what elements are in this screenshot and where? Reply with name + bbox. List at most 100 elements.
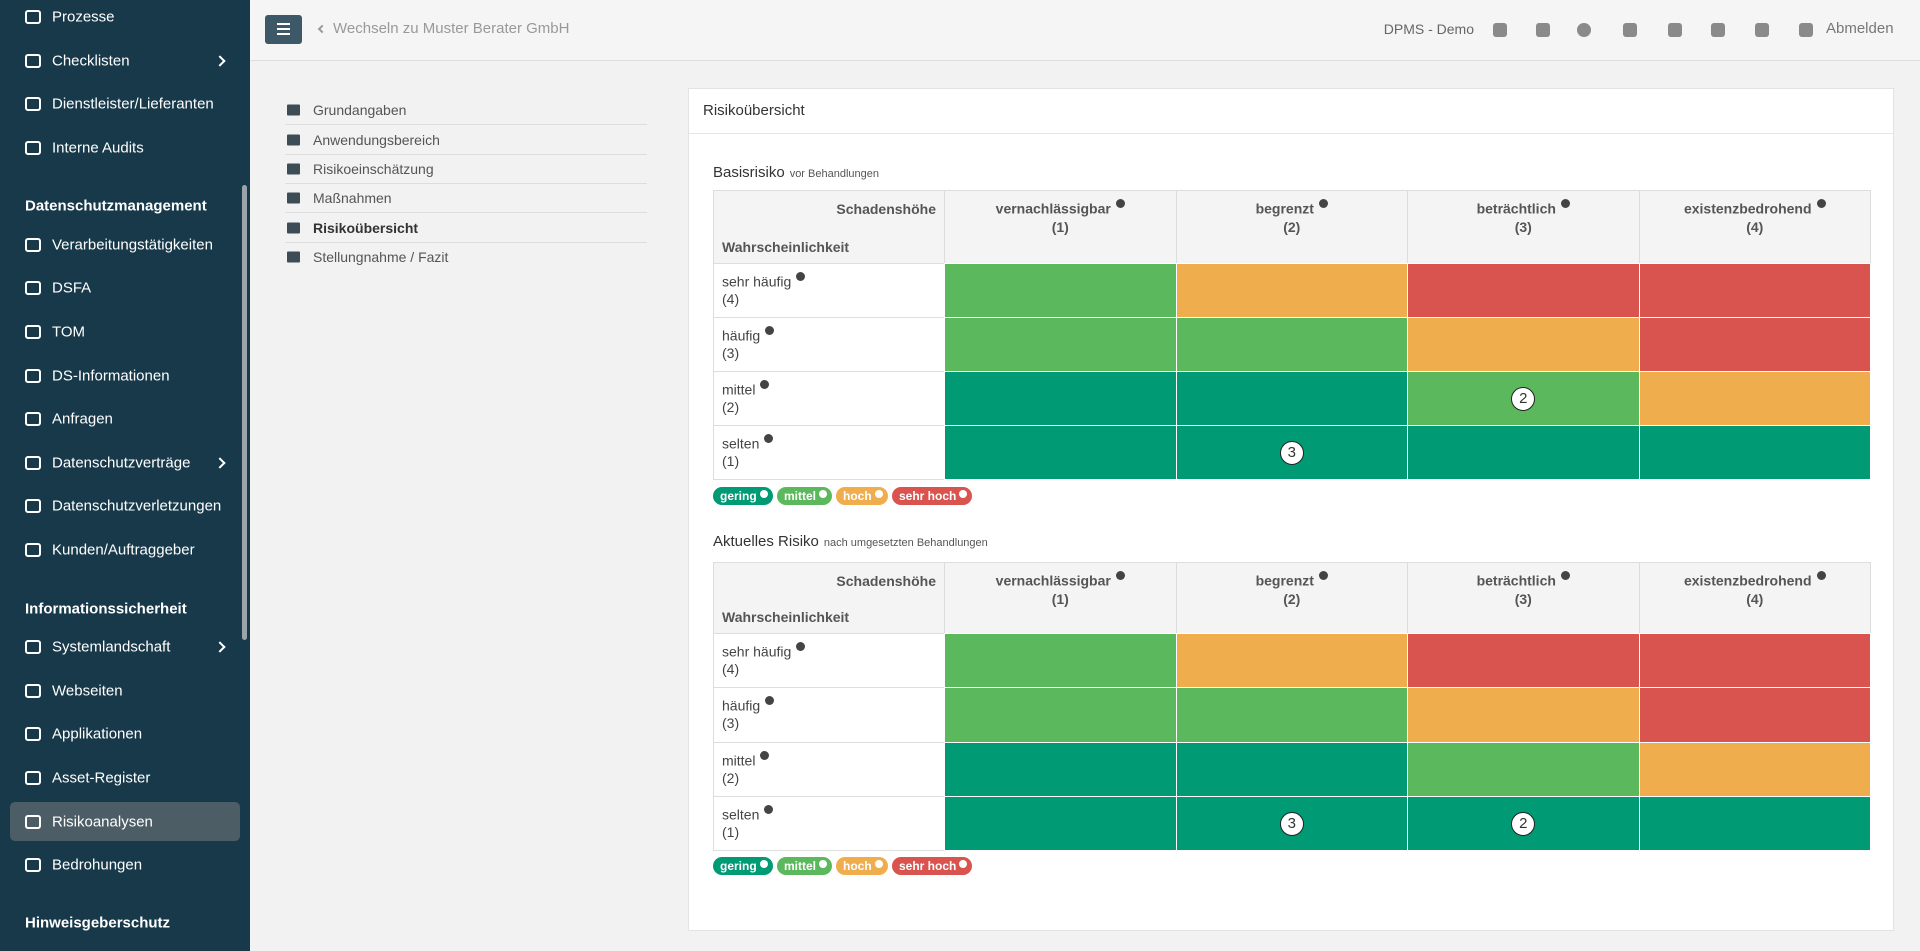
help-icon[interactable] <box>759 490 768 498</box>
risk-cell <box>1638 742 1871 797</box>
help-icon[interactable] <box>874 490 883 498</box>
help-icon[interactable] <box>1115 199 1125 208</box>
risk-count[interactable]: 3 <box>1279 811 1304 836</box>
impact-name-text: vernachlässigbar <box>995 572 1111 589</box>
likelihood-name: selten <box>722 805 774 823</box>
help-icon[interactable] <box>764 434 774 443</box>
help-icon[interactable] <box>760 380 770 389</box>
nav-item[interactable]: Anfragen <box>52 410 113 428</box>
impact-name: begrenzt <box>1177 199 1408 217</box>
toolbar-icon[interactable] <box>1493 23 1507 37</box>
nav-icon <box>25 815 41 829</box>
nav-item[interactable]: Kunden/Auftraggeber <box>52 541 195 559</box>
likelihood-name-text: selten <box>722 806 760 823</box>
legend-badge: mittel <box>777 857 833 875</box>
nav-icon <box>25 141 41 155</box>
help-icon[interactable] <box>759 860 768 868</box>
subnav-separator <box>285 212 647 213</box>
impact-name-text: vernachlässigbar <box>995 200 1111 217</box>
nav-section-title: Datenschutzmanagement <box>25 197 207 215</box>
nav-icon <box>25 543 41 557</box>
impact-name-text: beträchtlich <box>1476 200 1556 217</box>
help-icon[interactable] <box>760 751 770 760</box>
subnav-item[interactable]: Anwendungsbereich <box>313 132 440 148</box>
nav-item[interactable]: Systemlandschaft <box>52 638 171 656</box>
nav-item[interactable]: DSFA <box>52 279 92 297</box>
toolbar-icon[interactable] <box>1577 23 1591 37</box>
impact-label: Schadenshöhe <box>836 201 936 217</box>
nav-icon <box>25 640 41 654</box>
help-icon[interactable] <box>1318 199 1328 208</box>
likelihood-name-text: mittel <box>722 752 756 769</box>
impact-level: (2) <box>1283 591 1301 607</box>
toolbar-icon[interactable] <box>1536 23 1550 37</box>
impact-level: (2) <box>1283 219 1301 235</box>
help-icon[interactable] <box>1816 199 1826 208</box>
likelihood-level: (4) <box>722 661 740 677</box>
nav-icon <box>25 369 41 383</box>
nav-item[interactable]: Applikationen <box>52 725 143 743</box>
risk-count[interactable]: 3 <box>1279 440 1304 465</box>
legend-badge: hoch <box>836 487 888 505</box>
help-icon[interactable] <box>1560 571 1570 580</box>
help-icon[interactable] <box>1560 199 1570 208</box>
impact-header: existenzbedrohend (4) <box>1638 190 1871 264</box>
risk-cell: 2 <box>1407 796 1640 851</box>
nav-item[interactable]: Checklisten <box>52 52 130 70</box>
nav-icon <box>25 858 41 872</box>
nav-icon <box>25 97 41 111</box>
nav-item[interactable]: Datenschutzverletzungen <box>52 497 222 515</box>
nav-item[interactable]: Verarbeitungstätigkeiten <box>52 236 213 254</box>
nav-item[interactable]: Asset-Register <box>52 769 151 787</box>
risk-count[interactable]: 2 <box>1511 386 1536 411</box>
nav-item[interactable]: Bedrohungen <box>52 856 143 874</box>
toolbar-icon[interactable] <box>1623 23 1637 37</box>
subnav-item[interactable]: Grundangaben <box>313 102 407 118</box>
nav-item[interactable]: Risikoanalysen <box>52 813 153 831</box>
help-icon[interactable] <box>819 490 828 498</box>
nav-item[interactable]: Interne Audits <box>52 139 144 157</box>
help-icon[interactable] <box>874 860 883 868</box>
likelihood-name: häufig <box>722 326 775 344</box>
help-icon[interactable] <box>1115 571 1125 580</box>
toolbar-icon[interactable] <box>1711 23 1725 37</box>
risk-cell <box>1407 263 1640 318</box>
help-icon[interactable] <box>819 860 828 868</box>
help-icon[interactable] <box>765 696 775 705</box>
subnav-item[interactable]: Risikoübersicht <box>313 220 419 236</box>
likelihood-header: mittel (2) <box>713 742 945 797</box>
likelihood-label: Wahrscheinlichkeit <box>722 239 850 255</box>
help-icon[interactable] <box>1816 571 1826 580</box>
risk-cell <box>1175 742 1408 797</box>
help-icon[interactable] <box>1318 571 1328 580</box>
toolbar-icon[interactable] <box>1668 23 1682 37</box>
nav-item[interactable]: Dienstleister/Lieferanten <box>52 95 214 113</box>
subnav-item[interactable]: Risikoeinschätzung <box>313 161 434 177</box>
nav-item[interactable]: Datenschutzverträge <box>52 454 191 472</box>
help-icon[interactable] <box>959 490 968 498</box>
subnav-separator <box>285 124 647 125</box>
logout[interactable]: Abmelden <box>1826 20 1894 37</box>
impact-label: Schadenshöhe <box>836 573 936 589</box>
menu-bar <box>277 28 290 30</box>
help-icon[interactable] <box>764 805 774 814</box>
menu-button[interactable] <box>265 15 302 44</box>
help-icon[interactable] <box>796 642 806 651</box>
subnav-item[interactable]: Stellungnahme / Fazit <box>313 249 449 265</box>
nav-item[interactable]: Prozesse <box>52 8 115 26</box>
help-icon[interactable] <box>796 272 806 281</box>
toolbar-icon[interactable] <box>1755 23 1769 37</box>
toolbar-icon[interactable] <box>1799 23 1813 37</box>
help-icon[interactable] <box>959 860 968 868</box>
impact-level: (3) <box>1514 591 1532 607</box>
panel-title: Risikoübersicht <box>703 102 805 119</box>
subnav-item[interactable]: Maßnahmen <box>313 190 392 206</box>
back-link[interactable]: Wechseln zu Muster Berater GmbH <box>333 20 570 37</box>
nav-item[interactable]: DS-Informationen <box>52 367 170 385</box>
help-icon[interactable] <box>765 326 775 335</box>
risk-count[interactable]: 2 <box>1511 811 1536 836</box>
subnav-separator <box>285 242 647 243</box>
nav-item[interactable]: Webseiten <box>52 682 123 700</box>
nav-item[interactable]: TOM <box>52 323 86 341</box>
